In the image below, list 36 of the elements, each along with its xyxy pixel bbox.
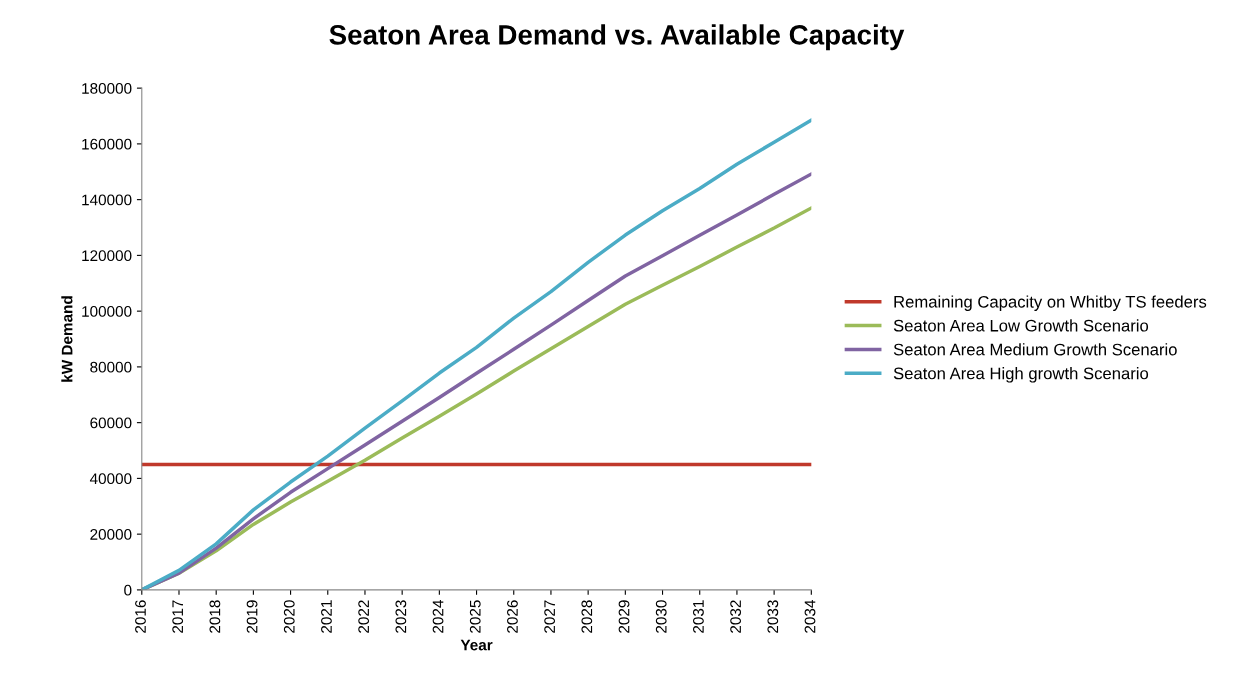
y-tick-label: 160000 <box>82 138 132 150</box>
y-tick-label: 0 <box>124 584 132 596</box>
y-tick-label: 40000 <box>89 473 132 485</box>
legend-label: Seaton Area High growth Scenario <box>893 367 1149 383</box>
y-tick-label: 140000 <box>82 194 132 206</box>
x-tick-label: 2021 <box>321 600 332 633</box>
x-tick-label: 2016 <box>135 600 146 633</box>
x-tick-label: 2025 <box>469 600 481 633</box>
x-tick-label: 2033 <box>767 600 779 633</box>
y-tick-label: 100000 <box>82 306 132 317</box>
x-tick-label: 2028 <box>581 600 593 633</box>
x-tick-label: 2018 <box>209 600 221 633</box>
x-tick-label: 2024 <box>432 600 444 633</box>
y-tick-label: 120000 <box>82 250 132 262</box>
x-tick-label: 2034 <box>804 600 816 633</box>
x-tick-label: 2019 <box>246 600 258 633</box>
x-tick-label: 2017 <box>172 600 184 633</box>
x-tick-label: 2030 <box>655 600 667 633</box>
legend-label: Remaining Capacity on Whitby TS feeders <box>894 295 1207 311</box>
y-tick-label: 60000 <box>90 417 132 429</box>
x-tick-label: 2031 <box>693 600 704 633</box>
y-tick-label: 80000 <box>90 361 132 373</box>
chart-title: Seaton Area Demand vs. Available Capacity <box>329 24 905 51</box>
y-tick-label: 180000 <box>82 83 132 94</box>
legend-label: Seaton Area Medium Growth Scenario <box>893 343 1177 356</box>
y-tick-label: 20000 <box>90 529 132 540</box>
x-tick-label: 2026 <box>507 600 518 633</box>
x-tick-label: 2020 <box>283 600 295 633</box>
x-tick-label: 2023 <box>395 600 407 633</box>
x-tick-label: 2022 <box>358 600 370 633</box>
x-tick-label: 2029 <box>618 600 630 633</box>
x-axis-title: Year <box>460 639 493 651</box>
x-tick-label: 2027 <box>544 600 556 633</box>
x-tick-label: 2032 <box>730 600 742 633</box>
y-axis-title: kW Demand <box>61 296 73 382</box>
legend-label: Seaton Area Low Growth Scenario <box>893 319 1149 332</box>
